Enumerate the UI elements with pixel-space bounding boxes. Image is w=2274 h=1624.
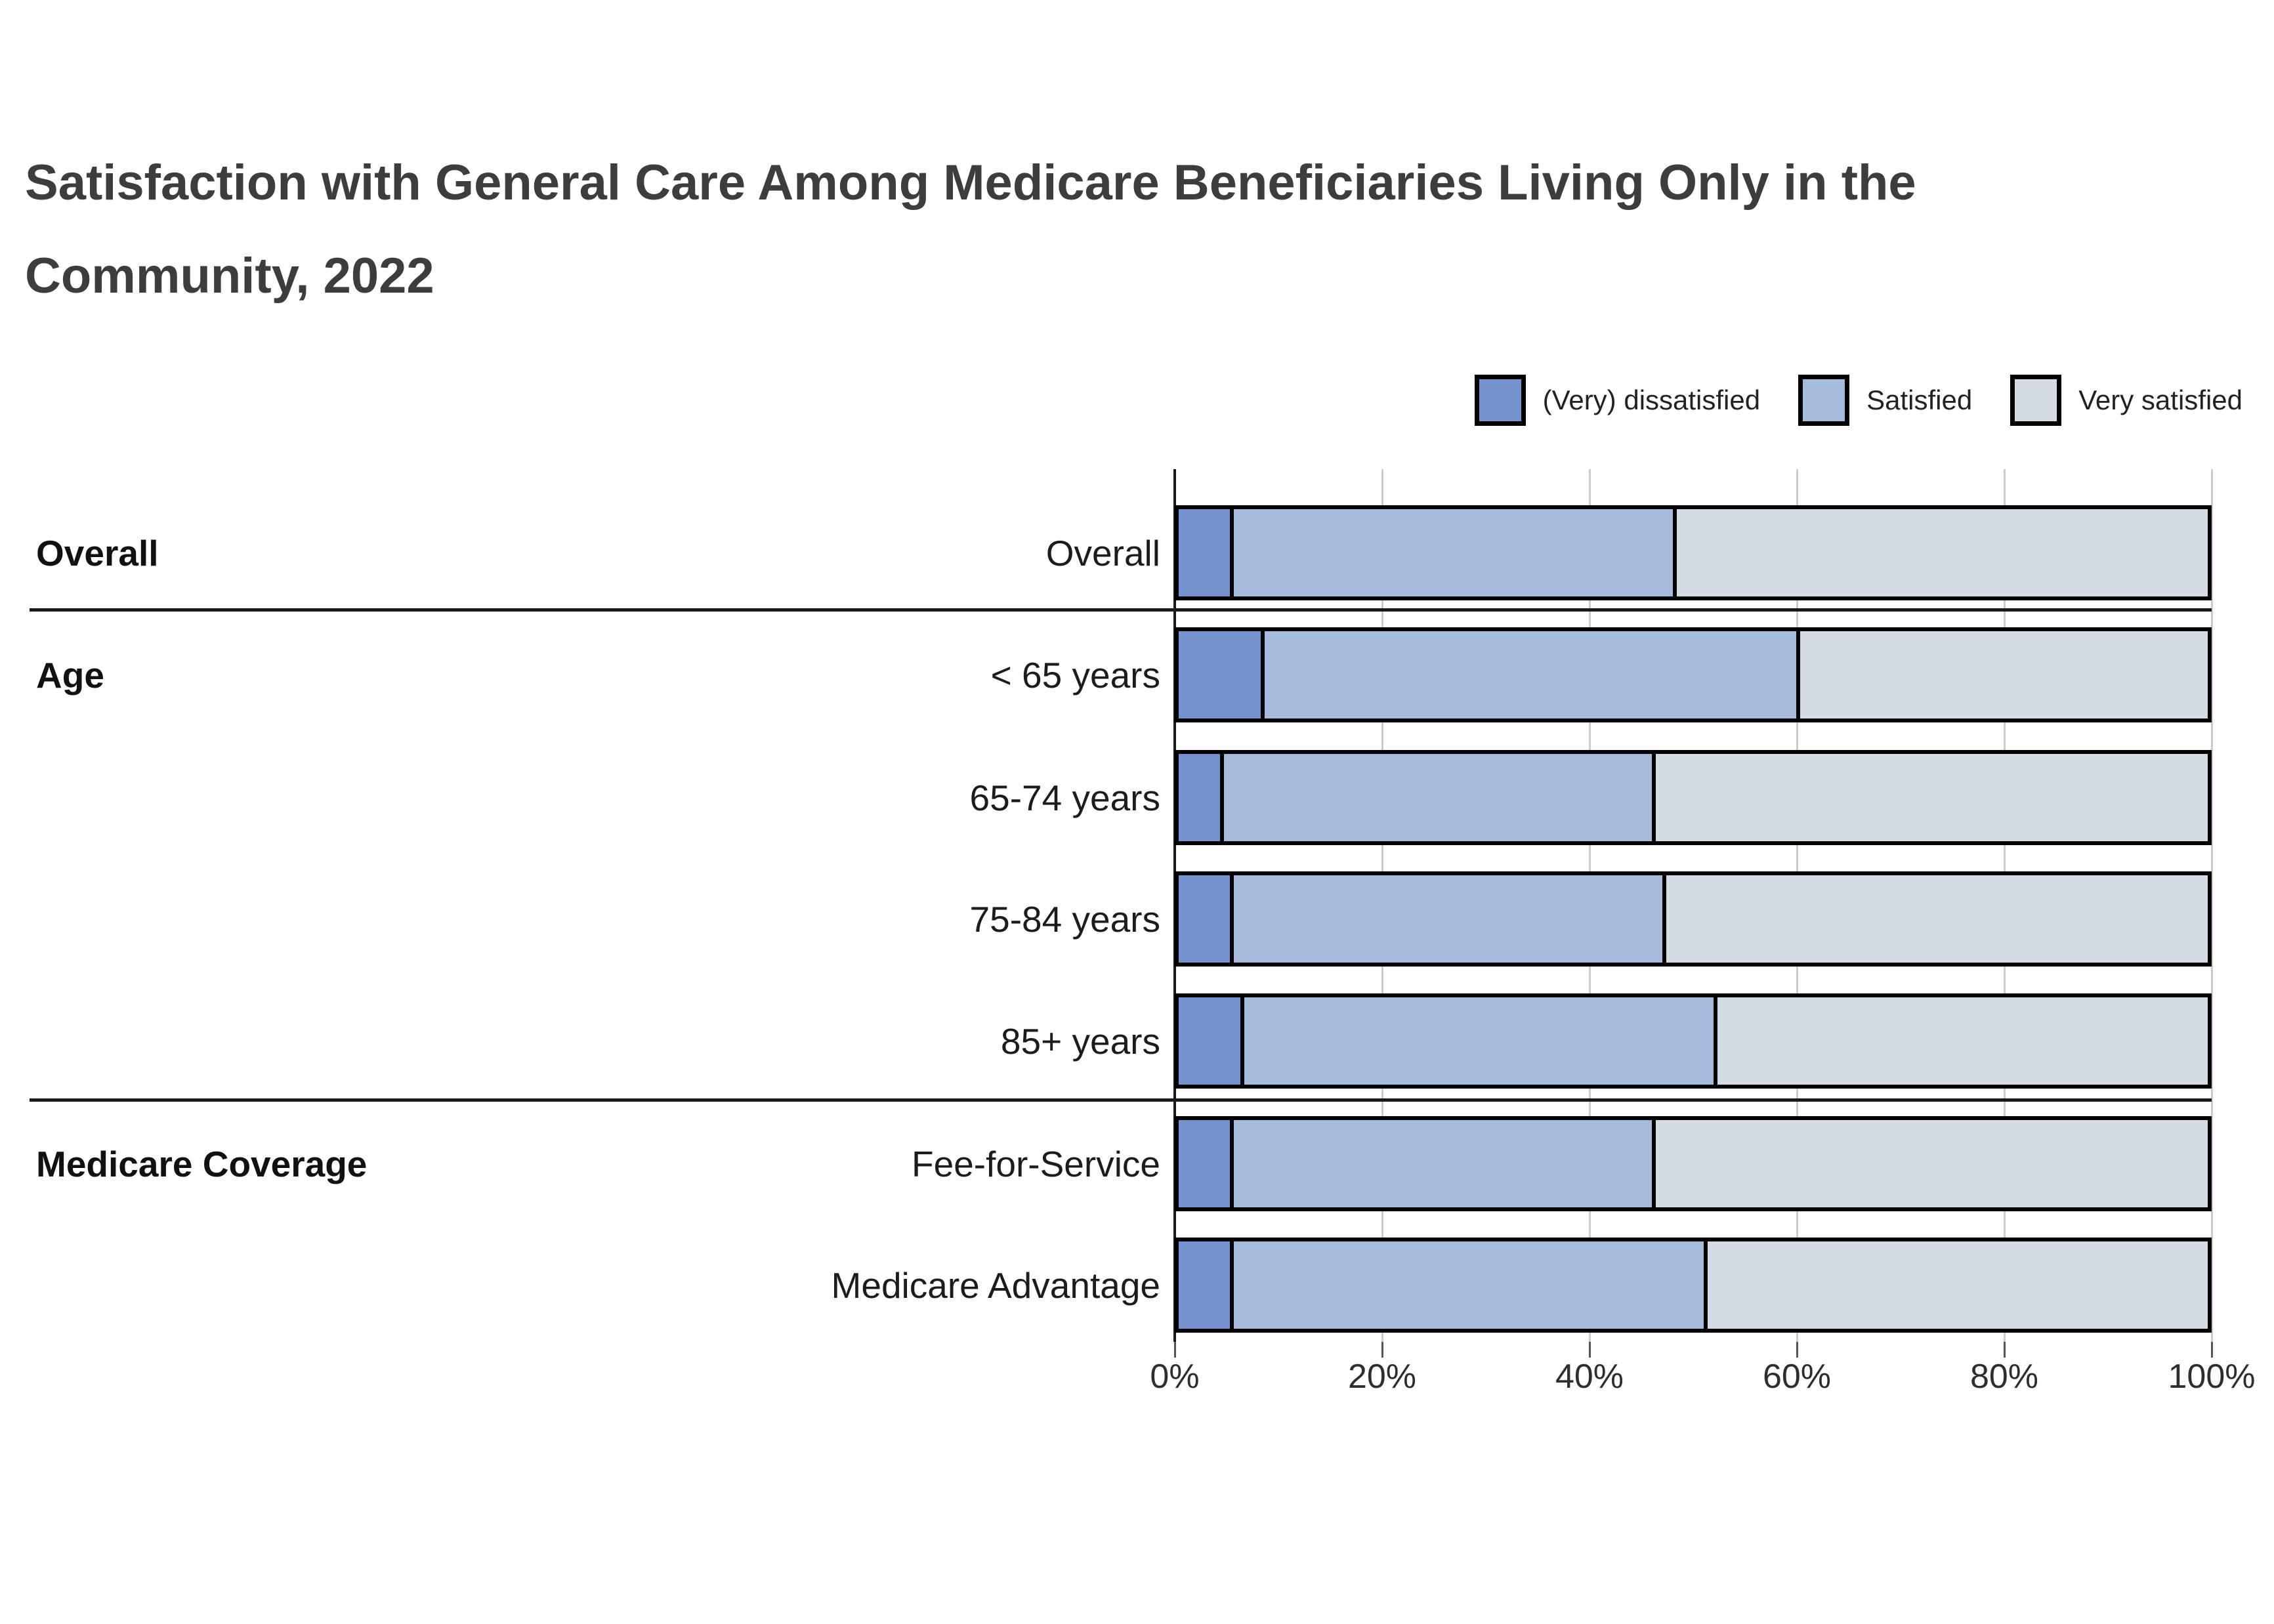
legend-swatch-icon — [2010, 375, 2062, 426]
bar-segment — [1261, 631, 1796, 718]
bar-segment — [1219, 754, 1653, 841]
row-label: 65-74 years — [969, 777, 1160, 818]
axis-tick — [1588, 1342, 1591, 1358]
bar-segment — [1662, 875, 2208, 963]
bar-segment — [1230, 509, 1673, 596]
bar-row-4 — [1175, 871, 2212, 967]
bar-segment — [1179, 631, 1261, 718]
row-label: Overall — [1045, 532, 1160, 573]
bar-segment — [1179, 509, 1231, 596]
chart-title-line2: Community, 2022 — [25, 248, 434, 304]
legend-label: Satisfied — [1866, 385, 1973, 415]
row-label: 75-84 years — [969, 898, 1160, 940]
bar-segment — [1652, 754, 2208, 841]
group-label: Overall — [36, 532, 159, 573]
bar-segment — [1179, 1120, 1231, 1207]
bar-row-3 — [1175, 750, 2212, 845]
bar-row-2 — [1175, 627, 2212, 722]
bar-row-5 — [1175, 993, 2212, 1089]
axis-tick — [2003, 1342, 2006, 1358]
group-label: Medicare Coverage — [36, 1143, 368, 1184]
legend: (Very) dissatisfied Satisfied Very satisfi… — [1474, 373, 2242, 428]
bar-segment — [1230, 875, 1662, 963]
legend-swatch-icon — [1474, 375, 1526, 426]
legend-item-3: Very satisfied — [2010, 375, 2242, 426]
legend-label: (Very) dissatisfied — [1542, 385, 1761, 415]
x-tick-label: 40% — [1555, 1358, 1624, 1396]
chart-title-line1: Satisfaction with General Care Among Med… — [25, 155, 1916, 211]
bar-segment — [1672, 509, 2208, 596]
group-separator-line — [30, 608, 2212, 612]
axis-tick — [2210, 1342, 2213, 1358]
gridline-100 — [2210, 469, 2213, 1342]
legend-label: Very satisfied — [2078, 385, 2242, 415]
bar-row-7 — [1175, 1238, 2212, 1333]
bar-segment — [1230, 1241, 1704, 1329]
bar-segment — [1230, 1120, 1653, 1207]
group-separator-line — [30, 1098, 2212, 1102]
bar-segment — [1179, 875, 1231, 963]
axis-tick — [1173, 1342, 1176, 1358]
bar-row-6 — [1175, 1116, 2212, 1211]
x-tick-label: 80% — [1969, 1358, 2039, 1396]
bar-segment — [1179, 997, 1241, 1085]
legend-swatch-icon — [1798, 375, 1850, 426]
bar-segment — [1179, 1241, 1231, 1329]
bar-segment — [1703, 1241, 2208, 1329]
row-label: Medicare Advantage — [831, 1264, 1160, 1306]
axis-tick — [1381, 1342, 1383, 1358]
chart-title: Satisfaction with General Care Among Med… — [25, 136, 2256, 323]
legend-item-1: (Very) dissatisfied — [1474, 375, 1761, 426]
group-label: Age — [36, 654, 104, 696]
bar-segment — [1714, 997, 2208, 1085]
bar-segment — [1179, 754, 1220, 841]
x-tick-label: 100% — [2168, 1358, 2256, 1396]
row-label: < 65 years — [990, 654, 1160, 696]
bar-segment — [1796, 631, 2208, 718]
x-tick-label: 0% — [1150, 1358, 1200, 1396]
legend-item-2: Satisfied — [1798, 375, 1972, 426]
axis-tick — [1796, 1342, 1798, 1358]
row-label: Fee-for-Service — [912, 1143, 1160, 1184]
x-tick-label: 60% — [1762, 1358, 1832, 1396]
bar-segment — [1240, 997, 1714, 1085]
bar-segment — [1652, 1120, 2208, 1207]
row-label: 85+ years — [1000, 1020, 1160, 1062]
bar-row-1 — [1175, 505, 2212, 600]
x-tick-label: 20% — [1347, 1358, 1417, 1396]
